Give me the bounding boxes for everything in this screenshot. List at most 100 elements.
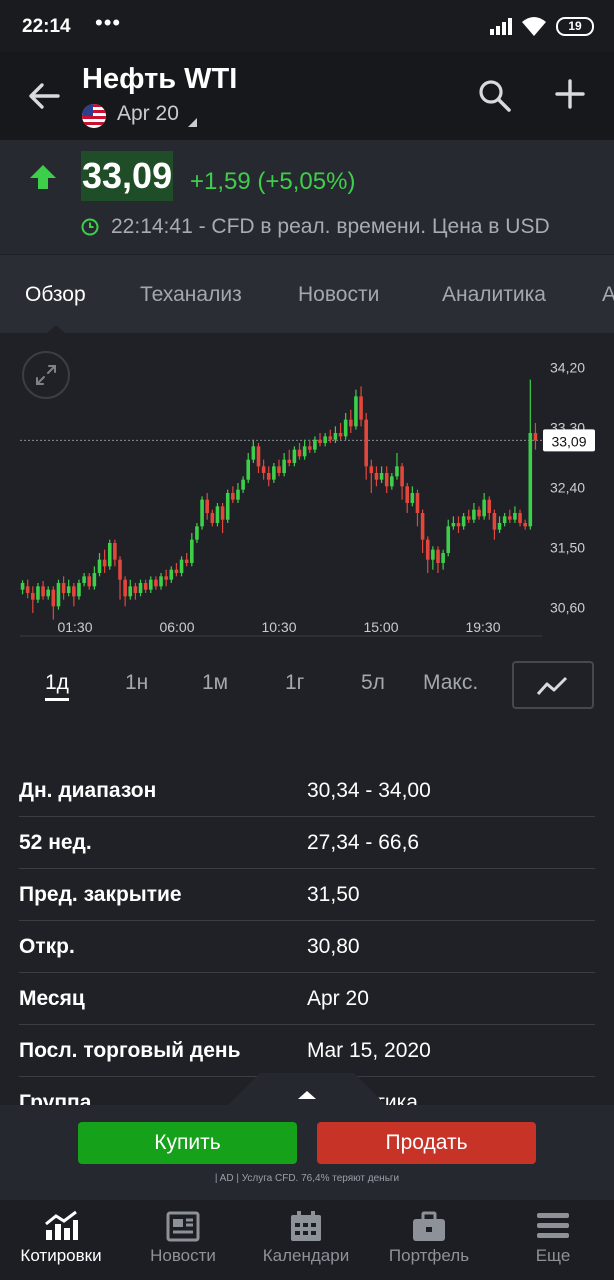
add-plus-icon[interactable] [555, 79, 585, 109]
quote-panel: 33,09 +1,59 (+5,05%) 22:14:41 - CFD в ре… [0, 140, 614, 254]
nav-news[interactable]: Новости [122, 1200, 244, 1280]
row-divider [19, 972, 595, 973]
nav-more[interactable]: Еще [492, 1200, 614, 1280]
candle-body [236, 489, 240, 500]
candle-body [492, 513, 497, 530]
nav-label: Еще [535, 1246, 571, 1265]
candle-body [82, 576, 86, 583]
candle-body [46, 589, 51, 597]
candle-body [123, 579, 127, 597]
candle-body [31, 593, 35, 600]
candle-body [231, 493, 235, 500]
y-tick-label: 34,20 [550, 359, 585, 375]
candle-body [102, 559, 107, 567]
candle-body [292, 449, 297, 463]
candle-body [410, 493, 415, 503]
candle-body [477, 509, 481, 517]
stat-label: Месяц [19, 987, 85, 1010]
candle-body [56, 583, 61, 607]
stat-label: Посл. торговый день [19, 1039, 241, 1062]
candle-body [507, 516, 512, 520]
nav-label: Портфель [388, 1246, 470, 1265]
tab-technical[interactable]: Теханализ [140, 283, 242, 306]
candle-body [364, 419, 368, 467]
range-1m[interactable]: 1м [202, 671, 229, 694]
candle-body [390, 476, 394, 487]
tray-expand-handle[interactable] [226, 1073, 388, 1107]
back-arrow-icon[interactable] [26, 78, 62, 114]
newspaper-icon [166, 1211, 200, 1242]
candle-body [25, 586, 30, 593]
candle-body [266, 473, 271, 480]
price-up-arrow-icon [30, 165, 56, 189]
candle-body [405, 486, 410, 503]
candle-body [482, 499, 486, 517]
range-max[interactable]: Макс. [423, 671, 479, 694]
instrument-title: Нефть WTI [82, 63, 238, 95]
candle-body [72, 586, 76, 597]
candle-body [472, 509, 476, 520]
active-tab-pointer [47, 325, 65, 333]
candle-body [210, 513, 215, 523]
calendar-icon [291, 1211, 321, 1241]
candle-body [179, 559, 184, 573]
candle-body [205, 499, 209, 513]
candle-body [159, 576, 163, 587]
candle-body [41, 586, 45, 597]
candle-body [287, 459, 292, 463]
last-price-tag-label: 33,09 [551, 433, 586, 449]
nav-calendar[interactable]: Календари [245, 1200, 367, 1280]
range-5y[interactable]: 5л [361, 671, 385, 694]
candle-body [107, 543, 112, 567]
price-chart[interactable]: 34,20 33,30 32,40 31,50 30,60 01:30 06:00 10:30… [0, 333, 614, 643]
candle-body [190, 539, 194, 563]
stat-row: Откр. 30,80 [0, 921, 614, 973]
candle-body [302, 446, 307, 457]
sell-button[interactable]: Продать [317, 1122, 536, 1164]
row-divider [19, 920, 595, 921]
stat-row: 52 нед. 27,34 - 66,6 [0, 817, 614, 869]
expand-chart-button[interactable] [22, 351, 70, 399]
chart-up-icon [45, 1210, 78, 1240]
candle-body [241, 479, 245, 490]
range-1w[interactable]: 1н [125, 671, 149, 694]
candle-body [272, 466, 276, 480]
candle-body [92, 573, 97, 587]
nav-portfolio[interactable]: Портфель [368, 1200, 490, 1280]
candle-body [328, 436, 333, 440]
status-time: 22:14 [22, 16, 71, 37]
candle-body [66, 586, 71, 593]
candle-body [195, 526, 199, 540]
candle-body [431, 549, 435, 560]
x-tick-label: 15:00 [363, 619, 398, 635]
candle-body [523, 523, 527, 527]
x-tick-label: 10:30 [261, 619, 296, 635]
quote-time-info: 22:14:41 - CFD в реал. времени. Цена в U… [111, 215, 550, 238]
x-tick-label: 01:30 [57, 619, 92, 635]
range-1d[interactable]: 1д [45, 671, 69, 701]
candle-body [313, 439, 317, 450]
section-tabs: Обзор Теханализ Новости Аналитика А [0, 255, 614, 333]
buy-button[interactable]: Купить [78, 1122, 297, 1164]
contract-month[interactable]: Apr 20 [117, 102, 179, 125]
tab-news[interactable]: Новости [298, 283, 380, 306]
search-icon[interactable] [478, 79, 512, 113]
tab-overview[interactable]: Обзор [25, 283, 86, 306]
tab-more[interactable]: А [602, 283, 614, 306]
battery-icon: 19 [556, 17, 594, 36]
candle-body [420, 513, 425, 540]
nav-label: Календари [262, 1246, 350, 1265]
contract-dropdown-icon[interactable] [188, 118, 197, 127]
row-divider [19, 816, 595, 817]
tab-analytics[interactable]: Аналитика [442, 283, 546, 306]
stat-label: Откр. [19, 935, 75, 958]
range-1y[interactable]: 1г [285, 671, 305, 694]
candle-body [282, 459, 286, 473]
candle-body [487, 499, 492, 513]
candle-body [369, 466, 374, 473]
chart-type-button[interactable] [512, 661, 594, 709]
candle-body [384, 473, 389, 487]
nav-quotes[interactable]: Котировки [0, 1200, 122, 1280]
briefcase-icon [413, 1211, 445, 1241]
